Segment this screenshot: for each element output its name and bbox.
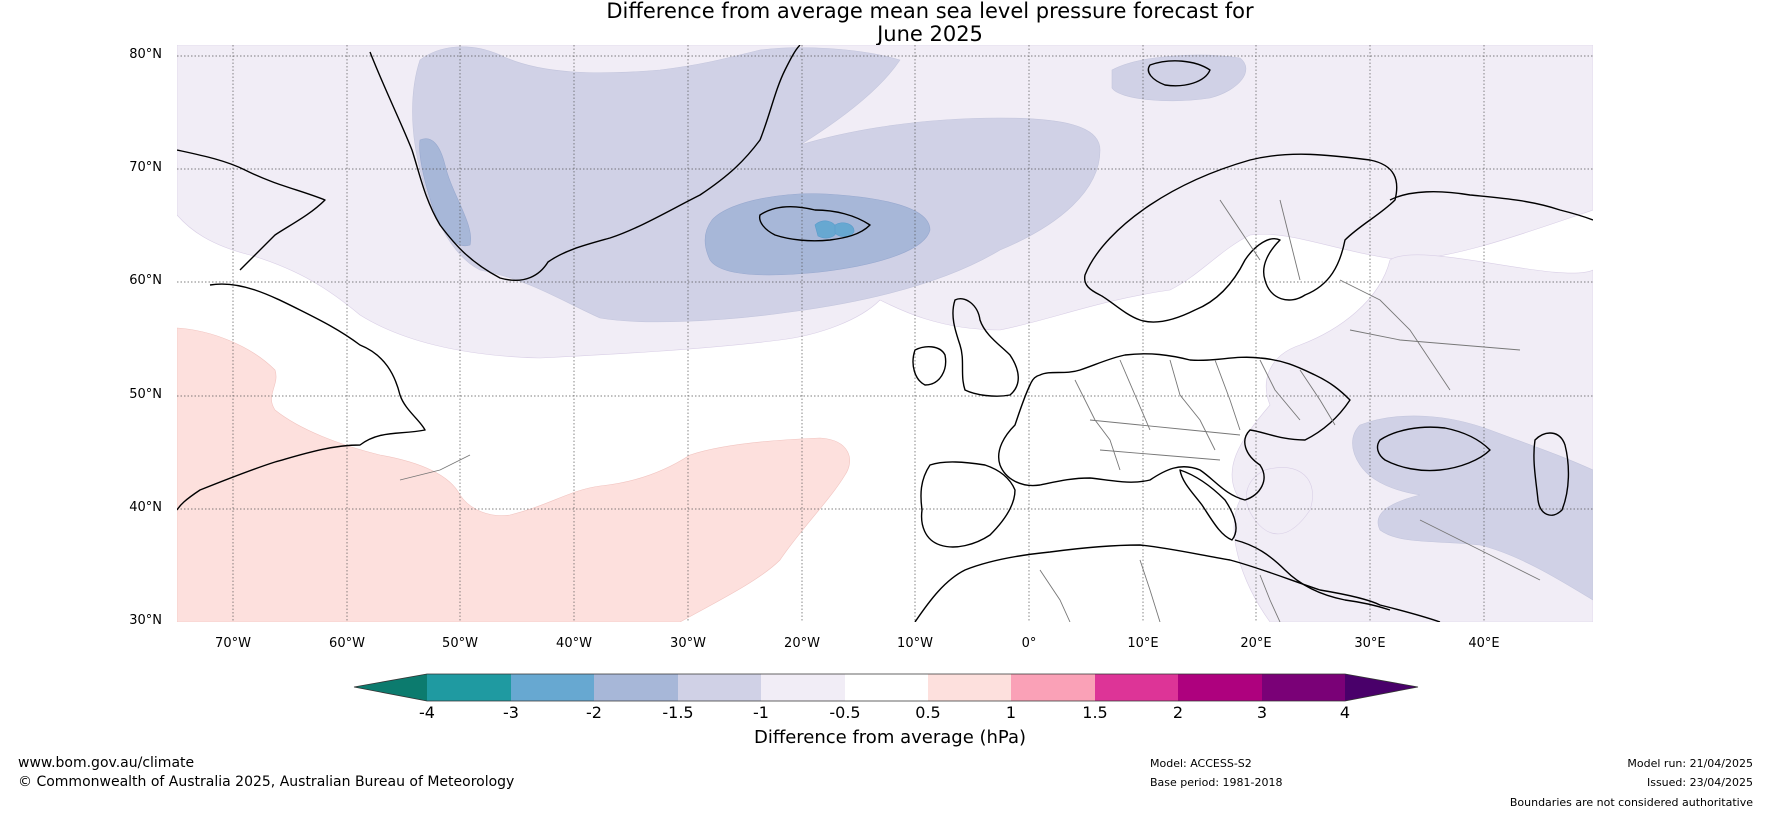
anomaly-region-labrador-neg15 xyxy=(419,138,472,247)
footer-issued: Issued: 23/04/2025 xyxy=(1646,776,1753,789)
coastline-svalbard xyxy=(1147,60,1211,87)
colorbar-bin xyxy=(761,674,845,701)
colorbar-tick: -4 xyxy=(419,703,435,722)
map-panel xyxy=(177,45,1593,622)
lat-label-70n: 70°N xyxy=(129,160,162,175)
colorbar-bin xyxy=(511,674,594,701)
colorbar-tick: 4 xyxy=(1339,703,1351,722)
colorbar-bin xyxy=(1262,674,1345,701)
lat-label-60n: 60°N xyxy=(129,273,162,288)
coastline-iberia xyxy=(920,461,1016,548)
colorbar-title: Difference from average (hPa) xyxy=(753,727,1027,748)
coastline-scandinavia xyxy=(1083,153,1398,323)
lon-label-50w: 50°W xyxy=(442,636,478,651)
anomaly-region-iceland-neg2-east xyxy=(834,222,855,237)
coastline-labrador xyxy=(177,283,426,511)
colorbar-bin xyxy=(427,674,511,701)
lon-label-60w: 60°W xyxy=(329,636,365,651)
coastline-britain xyxy=(952,298,1019,397)
anomaly-region-newfoundland-pos05 xyxy=(177,327,850,622)
coastlines xyxy=(177,45,1593,622)
anomaly-region-black-sea-neg1 xyxy=(1352,415,1593,601)
lat-label-30n: 30°N xyxy=(129,613,162,628)
colorbar-tick: 3 xyxy=(1256,703,1268,722)
country-boundaries xyxy=(399,199,1541,622)
coastline-baffin xyxy=(177,149,326,271)
footer-model: Model: ACCESS-S2 xyxy=(1150,757,1252,770)
lat-label-80n: 80°N xyxy=(129,47,162,62)
lon-label-30e: 30°E xyxy=(1354,636,1386,651)
footer-website: www.bom.gov.au/climate xyxy=(18,755,195,771)
lon-label-40w: 40°W xyxy=(556,636,592,651)
graticule xyxy=(177,45,1593,622)
lon-label-10w: 10°W xyxy=(897,636,933,651)
lon-label-70w: 70°W xyxy=(215,636,251,651)
lat-label-40n: 40°N xyxy=(129,500,162,515)
lon-label-30w: 30°W xyxy=(670,636,706,651)
colorbar-tick: -1 xyxy=(753,703,769,722)
footer-disclaimer: Boundaries are not considered authoritat… xyxy=(1509,796,1753,809)
colorbar-tick: -0.5 xyxy=(829,703,861,722)
coastline-north-africa xyxy=(914,544,1441,622)
colorbar-tick: -3 xyxy=(503,703,519,722)
title-line-1: Difference from average mean sea level p… xyxy=(606,0,1254,23)
colorbar-tick: 0.5 xyxy=(915,703,941,722)
title-line-2: June 2025 xyxy=(877,22,983,46)
footer-copyright: © Commonwealth of Australia 2025, Austra… xyxy=(18,774,515,790)
coastline-italy xyxy=(1179,469,1237,541)
anomaly-region-svalbard-neg1 xyxy=(1111,54,1247,102)
colorbar-bin xyxy=(928,674,1011,701)
colorbar xyxy=(353,673,1419,702)
colorbar-bin xyxy=(678,674,761,701)
coastline-ireland xyxy=(912,346,947,386)
footer-model-run: Model run: 21/04/2025 xyxy=(1627,757,1753,770)
colorbar-outline xyxy=(353,673,1419,702)
colorbar-tick: 2 xyxy=(1172,703,1184,722)
coastline-mediterranean-south xyxy=(1234,539,1391,611)
colorbar-bin xyxy=(1011,674,1095,701)
lon-label-40e: 40°E xyxy=(1468,636,1500,651)
coastline-arctic-russia xyxy=(1389,191,1593,221)
coastline-iceland xyxy=(758,206,871,242)
lon-label-20w: 20°W xyxy=(784,636,820,651)
colorbar-bin xyxy=(845,674,928,701)
coastline-europe-west xyxy=(998,353,1351,501)
colorbar-extend-low xyxy=(354,674,427,701)
colorbar-tick: -1.5 xyxy=(662,703,694,722)
lon-label-0: 0° xyxy=(1021,636,1037,651)
lon-label-10e: 10°E xyxy=(1127,636,1159,651)
colorbar-tick: 1 xyxy=(1005,703,1017,722)
colorbar-bin xyxy=(594,674,678,701)
lon-label-20e: 20°E xyxy=(1240,636,1272,651)
coastline-greenland xyxy=(369,45,801,281)
colorbar-tick: 1.5 xyxy=(1082,703,1108,722)
coastline-black-sea xyxy=(1376,426,1491,472)
colorbar-extend-high xyxy=(1345,674,1418,701)
chart-title: Difference from average mean sea level p… xyxy=(0,0,1770,46)
footer-base-period: Base period: 1981-2018 xyxy=(1150,776,1283,789)
coastline-caspian xyxy=(1533,432,1570,516)
lat-label-50n: 50°N xyxy=(129,387,162,402)
colorbar-bin xyxy=(1178,674,1262,701)
colorbar-tick: -2 xyxy=(586,703,602,722)
colorbar-bin xyxy=(1095,674,1178,701)
